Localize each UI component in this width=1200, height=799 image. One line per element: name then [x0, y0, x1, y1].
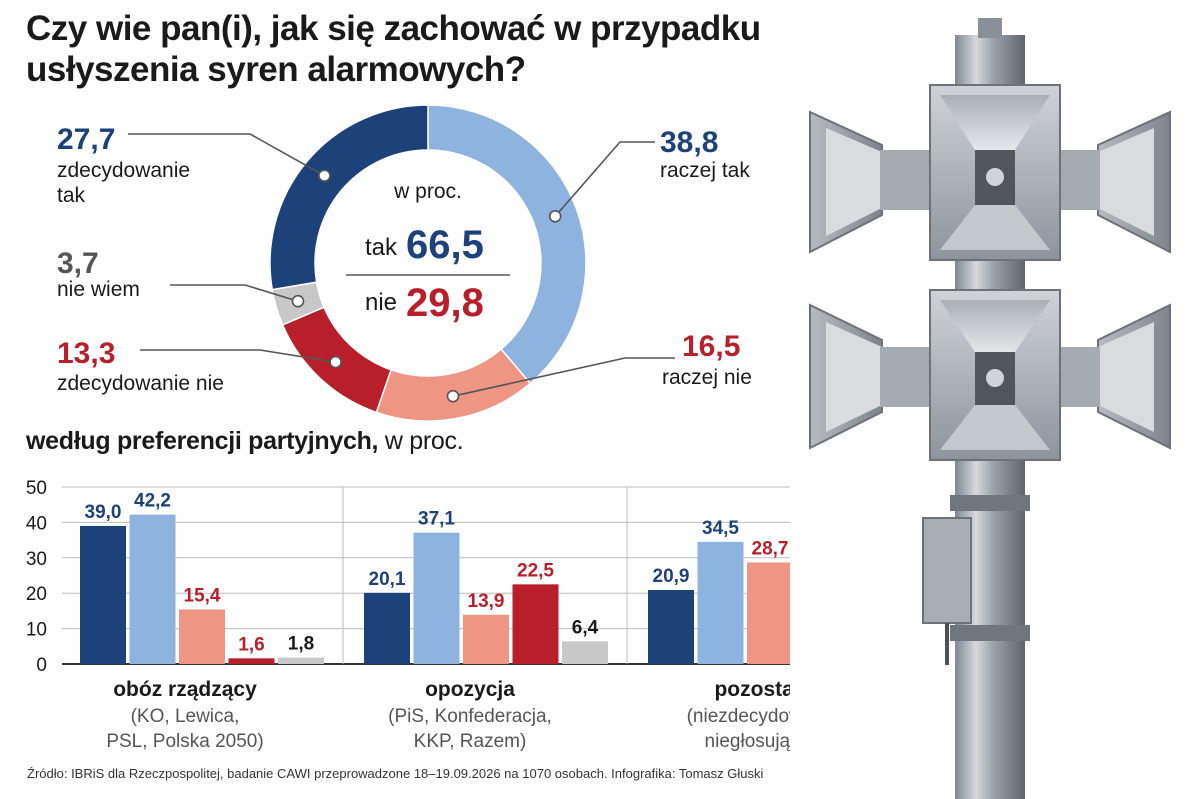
upper-siren: [809, 84, 1171, 261]
label-nie-wiem-value: 3,7: [57, 247, 99, 280]
bar-value-label: 13,9: [468, 591, 505, 612]
y-tick-label: 40: [26, 513, 47, 534]
group-title: obóz rządzący: [113, 678, 257, 701]
bar-value-label: 6,4: [572, 617, 599, 638]
y-tick-label: 30: [26, 549, 47, 570]
bar-value-label: 39,0: [85, 502, 122, 523]
leader-line: [452, 357, 675, 397]
bar: [697, 541, 744, 664]
pole-cap: [978, 18, 1002, 38]
pole-clamp: [950, 625, 1030, 641]
bar-group-labels: obóz rządzący (KO, Lewica, PSL, Polska 205…: [106, 678, 790, 752]
label-raczej-nie-text: raczej nie: [662, 366, 752, 389]
junction-box: [922, 517, 972, 624]
group-subtitle: KKP, Razem): [414, 731, 527, 752]
donut-tak-label: tak: [365, 234, 398, 261]
donut-center-unit: w proc.: [393, 180, 462, 203]
label-raczej-nie-value: 16,5: [682, 330, 740, 363]
bar: [179, 609, 225, 664]
bar: [413, 532, 460, 664]
bar-value-label: 22,5: [517, 560, 554, 581]
leader-dot: [446, 389, 460, 403]
bar-value-label: 15,4: [184, 585, 221, 606]
label-nie-wiem-text: nie wiem: [57, 278, 140, 301]
bar: [278, 657, 324, 664]
leader-dot: [548, 210, 562, 223]
bar: [512, 584, 559, 664]
siren-pole-illustration: [809, 18, 1171, 799]
label-raczej-tak-value: 38,8: [660, 126, 718, 159]
bar: [364, 592, 410, 664]
donut-slice-zdecydowanie-tak: [269, 104, 429, 291]
bar-value-label: 37,1: [418, 509, 455, 530]
label-zdecydowanie-tak-line1: zdecydowanie: [57, 159, 190, 182]
y-tick-label: 50: [26, 478, 47, 499]
donut-chart: w proc. tak 66,5 nie 29,8 27,7 zdecydowa…: [57, 104, 752, 422]
group-title: opozycja: [425, 678, 515, 701]
leader-dot: [291, 294, 305, 308]
leader-line: [170, 284, 299, 302]
bar-value-label: 20,9: [653, 566, 690, 587]
y-tick-label: 10: [26, 620, 47, 641]
label-zdecydowanie-tak-line2: tak: [57, 184, 86, 207]
subtitle-bold: według preferencji partyjnych,: [26, 427, 379, 455]
y-tick-label: 0: [36, 655, 47, 676]
bar: [747, 562, 790, 664]
bar-value-label: 20,1: [369, 569, 406, 590]
bar: [648, 590, 694, 664]
subtitle-unit: w proc.: [384, 427, 464, 455]
group-subtitle: niegłosujący): [705, 731, 790, 752]
group-subtitle: (KO, Lewica,: [131, 706, 240, 727]
bar-value-label: 34,5: [702, 518, 739, 539]
pole-clamp: [950, 495, 1030, 511]
lower-siren: [809, 289, 1171, 461]
donut-nie-value: 29,8: [406, 281, 484, 325]
bar: [129, 514, 176, 664]
bar: [463, 614, 509, 664]
bar-chart: 0 10 20 30 40 50 39,0 42,2 15,4 1,6 1,8 20,1 37,1 13…: [26, 478, 790, 752]
donut-leader-lines: [128, 133, 675, 403]
y-tick-label: 20: [26, 584, 47, 605]
bar-marks: 39,0 42,2 15,4 1,6 1,8 20,1 37,1 13,9 22,5 6,4 20,…: [80, 491, 790, 664]
bar-value-label: 1,8: [288, 634, 314, 655]
leader-line: [128, 133, 325, 177]
bar: [228, 658, 275, 664]
label-zdecydowanie-nie-text: zdecydowanie nie: [57, 372, 224, 395]
group-subtitle: (PiS, Konfederacja,: [388, 706, 552, 727]
label-zdecydowanie-tak-value: 27,7: [57, 123, 115, 156]
label-raczej-tak-text: raczej tak: [660, 159, 750, 182]
group-subtitle: PSL, Polska 2050): [106, 731, 263, 752]
leader-line: [554, 141, 655, 217]
bar: [80, 525, 126, 664]
headline: Czy wie pan(i), jak się zachować w przyp…: [26, 9, 761, 89]
donut-nie-label: nie: [365, 289, 397, 316]
bar-value-label: 28,7: [752, 538, 789, 559]
leader-dot: [329, 355, 342, 369]
donut-tak-value: 66,5: [406, 223, 484, 267]
group-subtitle: (niezdecydowani,: [687, 706, 790, 727]
group-title: pozostali: [714, 678, 790, 701]
bar: [562, 641, 608, 664]
donut-slice-raczej-tak: [427, 104, 587, 385]
leader-dot: [318, 169, 331, 182]
label-zdecydowanie-nie-value: 13,3: [57, 337, 115, 370]
leader-line: [140, 349, 336, 363]
bar-value-label: 42,2: [134, 491, 171, 512]
bar-chart-subtitle: według preferencji partyjnych, w proc.: [26, 427, 464, 456]
source-note: Źródło: IBRiS dla Rzeczpospolitej, badan…: [27, 766, 764, 781]
bar-value-label: 1,6: [238, 634, 264, 655]
